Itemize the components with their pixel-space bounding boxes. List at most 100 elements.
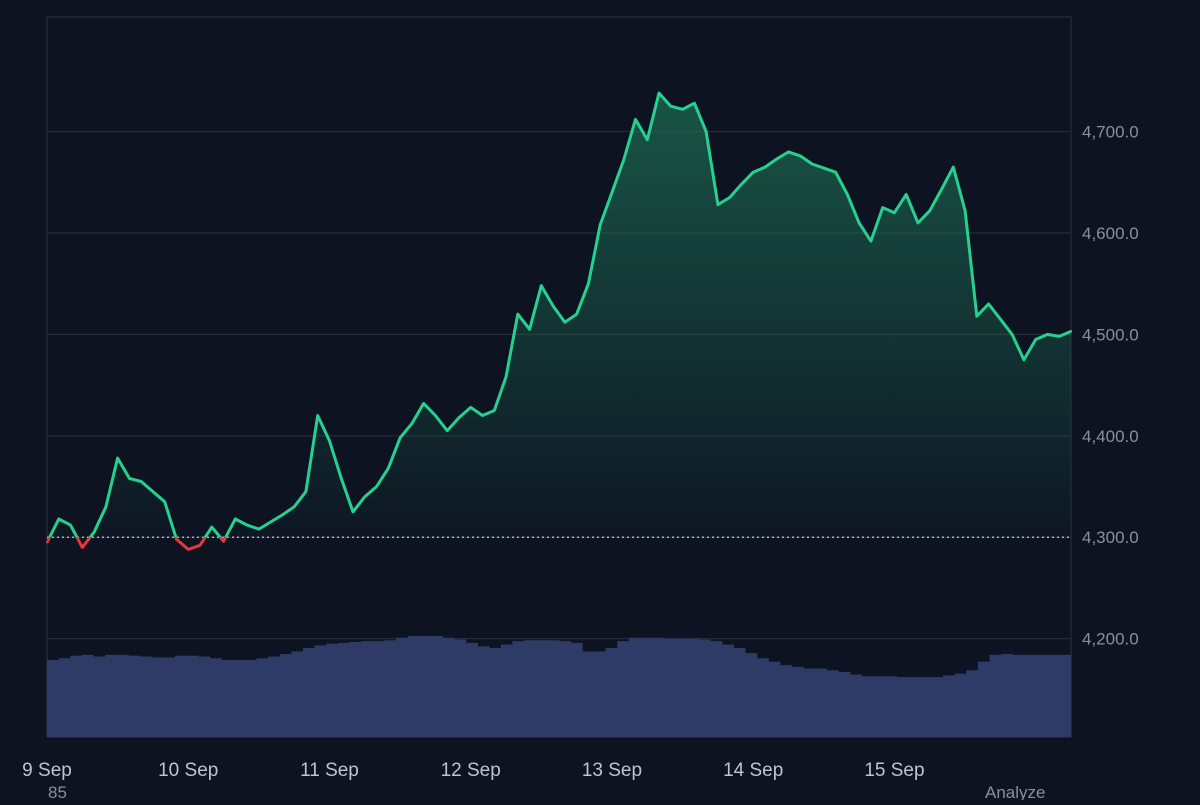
data-point <box>740 183 743 186</box>
data-point <box>351 510 355 514</box>
volume-bar <box>175 655 188 737</box>
volume-bar <box>931 677 944 737</box>
data-point <box>398 436 402 440</box>
volume-bar <box>314 645 327 737</box>
volume-bars <box>47 636 1072 737</box>
y-tick-label: 4,600.0 <box>1082 224 1139 243</box>
volume-bar <box>407 636 420 737</box>
volume-bar <box>617 641 630 737</box>
volume-bar <box>58 658 71 737</box>
data-point <box>881 206 884 209</box>
x-tick-label: 12 Sep <box>441 760 501 781</box>
data-point <box>163 500 166 503</box>
volume-bar <box>780 665 793 737</box>
volume-bar <box>268 656 281 737</box>
volume-bar <box>396 637 409 737</box>
data-point <box>752 170 755 174</box>
data-point <box>810 162 814 166</box>
y-axis-labels: 4,200.0 4,300.0 4,400.0 4,500.0 4,600.0 4,700… <box>1082 123 1139 649</box>
volume-bar <box>849 674 862 737</box>
volume-bar <box>582 651 595 737</box>
data-point <box>222 540 225 543</box>
data-point <box>57 517 60 521</box>
volume-bar <box>326 643 339 737</box>
volume-bar <box>105 654 118 737</box>
volume-bar <box>908 677 921 737</box>
volume-bar <box>372 641 385 737</box>
volume-bar <box>687 638 700 737</box>
data-point <box>940 188 943 191</box>
data-point <box>445 429 449 432</box>
price-area <box>47 93 1071 538</box>
y-tick-label: 4,500.0 <box>1082 325 1139 344</box>
volume-bar <box>896 677 909 737</box>
volume-bar <box>826 670 839 737</box>
volume-bar <box>954 673 967 737</box>
volume-bar <box>47 659 60 737</box>
data-point <box>139 480 143 483</box>
x-tick-label: 10 Sep <box>158 760 218 781</box>
data-point <box>905 193 908 196</box>
data-point <box>410 422 414 425</box>
data-point <box>1058 335 1061 338</box>
data-point <box>928 209 931 212</box>
volume-bar <box>1012 654 1025 737</box>
volume-bar <box>442 637 455 737</box>
data-point <box>704 130 708 133</box>
data-point <box>1069 330 1073 333</box>
data-point <box>387 467 390 470</box>
data-point <box>422 402 425 405</box>
data-point <box>540 284 543 287</box>
volume-bar <box>291 651 304 737</box>
volume-bar <box>884 676 897 737</box>
data-point <box>175 538 178 541</box>
data-point <box>69 523 72 527</box>
data-point <box>292 505 296 509</box>
data-point <box>669 105 673 108</box>
data-point <box>504 375 508 379</box>
volume-bar <box>209 658 222 737</box>
data-point <box>893 211 896 214</box>
data-point <box>846 193 849 196</box>
volume-bar <box>279 653 292 737</box>
data-point <box>257 527 261 531</box>
volume-bar <box>477 646 490 737</box>
volume-bar <box>733 647 746 737</box>
volume-bar <box>419 636 432 737</box>
data-point <box>634 118 637 121</box>
volume-bar <box>663 638 676 737</box>
volume-bar <box>81 654 94 737</box>
volume-bar <box>535 640 548 737</box>
data-point <box>598 223 602 227</box>
data-point <box>1022 358 1026 361</box>
data-point <box>1034 338 1037 341</box>
data-point <box>493 409 496 412</box>
x-tick-label: 9 Sep <box>22 760 72 781</box>
data-point <box>469 406 472 409</box>
x-axis-labels: 9 Sep 10 Sep 11 Sep 12 Sep 13 Sep 14 Sep 15 Se… <box>22 760 924 781</box>
data-point <box>916 221 920 225</box>
data-point <box>763 165 767 169</box>
data-point <box>363 495 366 498</box>
volume-bar <box>628 637 641 737</box>
volume-bar <box>570 642 583 737</box>
volume-bar <box>745 653 758 737</box>
volume-bar <box>652 637 665 737</box>
data-point <box>340 477 343 480</box>
volume-bar <box>698 639 711 737</box>
data-point <box>563 321 567 324</box>
y-tick-label: 4,200.0 <box>1082 630 1139 649</box>
volume-bar <box>489 647 502 737</box>
data-point <box>716 203 720 206</box>
price-area-fill <box>47 93 1071 538</box>
data-point <box>1046 333 1049 336</box>
data-point <box>646 138 649 141</box>
data-point <box>104 505 108 509</box>
analyze-link[interactable]: Analyze <box>985 783 1045 802</box>
volume-bar <box>791 666 804 737</box>
data-point <box>857 221 861 225</box>
volume-bar <box>140 656 153 737</box>
data-point <box>375 485 378 488</box>
volume-bar <box>454 639 467 737</box>
volume-bar <box>1036 654 1049 737</box>
